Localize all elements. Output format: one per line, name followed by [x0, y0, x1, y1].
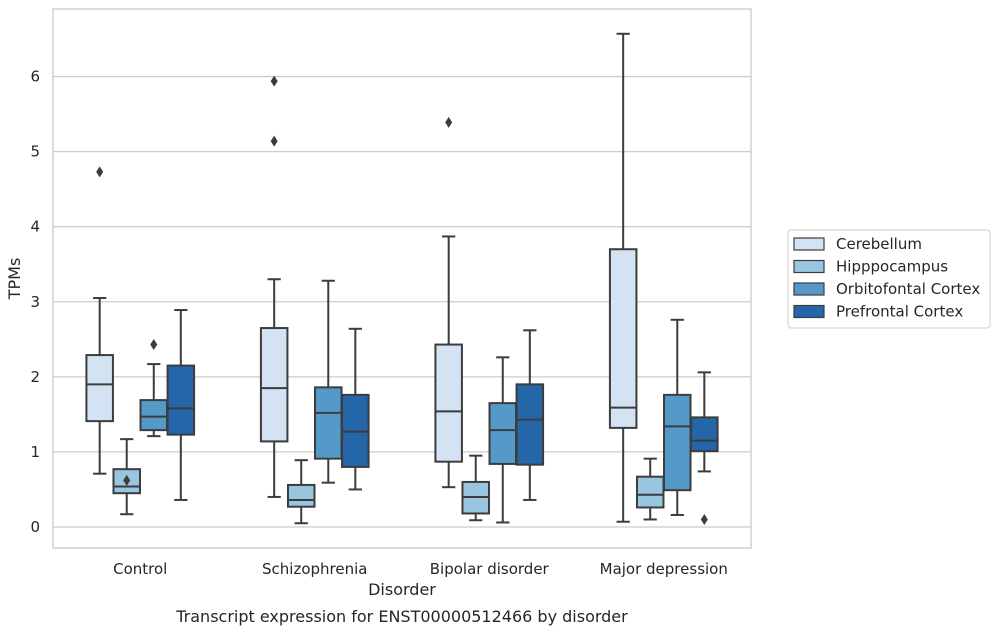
box-0-3 — [166, 309, 196, 501]
legend-swatch — [793, 259, 825, 274]
outlier-point — [270, 135, 278, 147]
y-tick-label: 3 — [30, 293, 40, 311]
legend-label: Cerebellum — [836, 235, 922, 253]
box-3-3 — [690, 371, 719, 525]
box-2-0 — [434, 116, 463, 489]
box-2-3 — [515, 329, 545, 501]
box-body — [515, 383, 545, 466]
x-tick-label: Bipolar disorder — [430, 560, 550, 578]
box-body — [663, 393, 692, 492]
legend-label: Hipppocampus — [836, 258, 948, 276]
outlier-point — [445, 116, 453, 128]
legend-swatch — [793, 237, 825, 251]
outlier-point — [700, 513, 708, 525]
box-3-2 — [663, 318, 692, 516]
y-tick-label: 1 — [30, 443, 40, 461]
box-3-1 — [635, 457, 665, 521]
box-1-2 — [314, 279, 343, 484]
outlier-point — [270, 75, 278, 87]
box-body — [488, 402, 518, 465]
box-1-1 — [286, 459, 316, 525]
legend: Cerebellum Hipppocampus Orbitofontal Corte… — [787, 229, 991, 329]
y-tick-label: 5 — [30, 143, 40, 161]
legend-frame — [787, 229, 991, 329]
legend-label: Prefrontal Cortex — [836, 303, 963, 321]
legend-item: Prefrontal Cortex — [793, 303, 963, 321]
x-axis-label: Disorder — [368, 580, 436, 599]
legend-swatch — [793, 304, 825, 319]
x-tick-labels: Control Schizophrenia Bipolar disorder Majo… — [113, 560, 728, 578]
box-0-2 — [139, 339, 169, 438]
y-tick-label: 6 — [30, 68, 40, 86]
box-body — [139, 399, 169, 432]
outlier-point — [123, 474, 131, 486]
y-axis-label: TPMs — [5, 258, 24, 301]
box-marks — [85, 32, 719, 525]
box-body — [286, 483, 316, 508]
legend-swatch — [793, 282, 825, 296]
box-body — [85, 354, 114, 423]
y-tick-label: 2 — [30, 368, 40, 386]
legend-item: Hipppocampus — [793, 258, 948, 276]
y-tick-label: 4 — [30, 218, 40, 236]
legend-item: Orbitofontal Cortex — [793, 280, 980, 298]
x-tick-label: Major depression — [600, 560, 728, 578]
box-body — [608, 248, 638, 429]
legend-item: Cerebellum — [793, 235, 922, 253]
box-body — [690, 416, 719, 453]
box-body — [166, 364, 196, 436]
box-body — [635, 475, 665, 509]
plot-frame — [52, 8, 752, 549]
outlier-point — [150, 339, 158, 351]
outlier-point — [96, 166, 104, 178]
box-0-0 — [85, 166, 114, 475]
box-2-2 — [488, 356, 518, 524]
box-body — [259, 327, 289, 443]
y-tick-labels: 0 1 2 3 4 5 6 — [30, 68, 40, 536]
chart-caption: Transcript expression for ENST0000051246… — [175, 607, 628, 626]
x-tick-label: Schizophrenia — [262, 560, 367, 578]
box-body — [314, 386, 343, 460]
legend-label: Orbitofontal Cortex — [836, 280, 980, 298]
box-3-0 — [608, 32, 638, 523]
y-tick-label: 0 — [30, 518, 40, 536]
box-0-1 — [112, 438, 141, 516]
box-1-0 — [259, 75, 289, 498]
box-1-3 — [341, 327, 370, 491]
box-2-1 — [461, 454, 490, 522]
legend-items: Cerebellum Hipppocampus Orbitofontal Corte… — [793, 235, 980, 321]
box-body — [434, 343, 463, 463]
x-tick-label: Control — [113, 560, 167, 578]
